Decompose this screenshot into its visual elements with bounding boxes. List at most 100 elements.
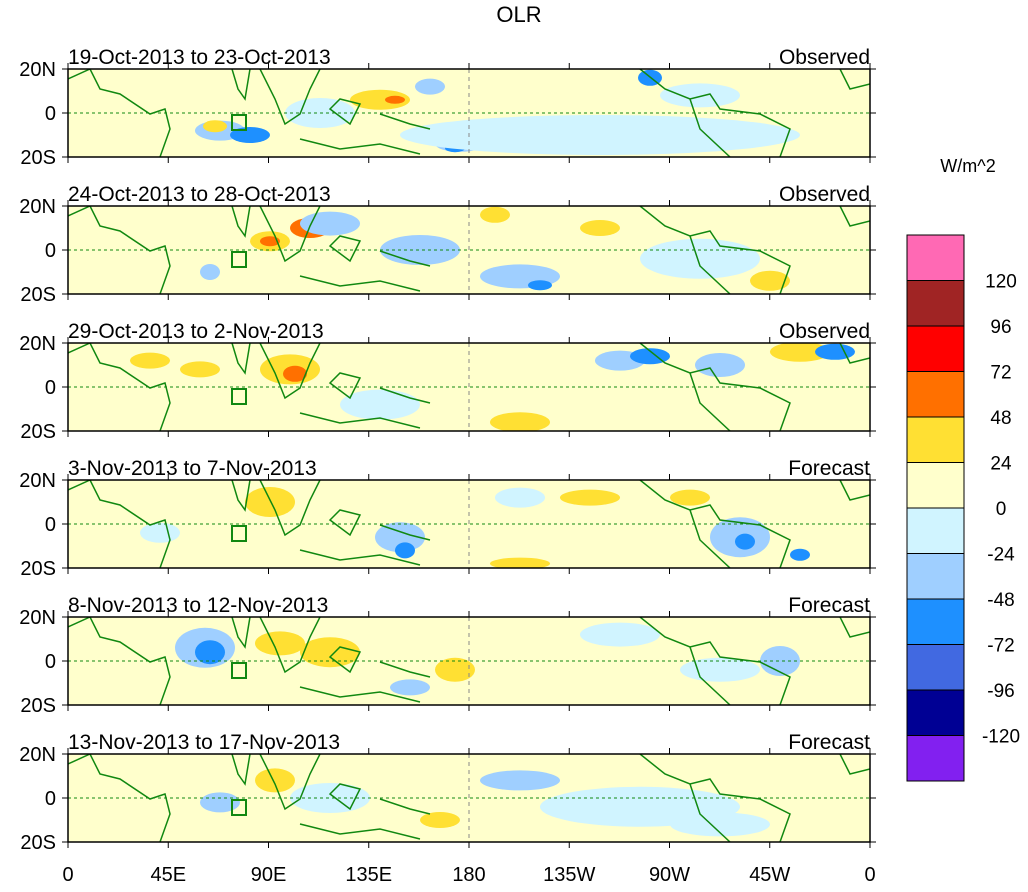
panel-period: 29-Oct-2013 to 2-Nov-2013 bbox=[68, 320, 324, 343]
coastline bbox=[231, 206, 251, 238]
coastline bbox=[68, 617, 91, 628]
coastline bbox=[259, 617, 321, 674]
coastline bbox=[639, 480, 791, 568]
olr-anomaly-contour bbox=[130, 352, 170, 369]
olr-anomaly-contour bbox=[300, 637, 360, 668]
lat-tick-label: 20N bbox=[19, 470, 56, 492]
lat-tick-label: 0 bbox=[45, 788, 56, 810]
map-panel: 20N 0 20S 24-Oct-2013 to 28-Oct-2013 Observe… bbox=[19, 183, 876, 306]
coastline bbox=[231, 343, 251, 375]
olr-anomaly-contour bbox=[660, 83, 740, 108]
colorbar-swatch bbox=[906, 507, 965, 554]
lat-tick-label: 20N bbox=[19, 607, 56, 629]
lon-tick-label: 135E bbox=[345, 864, 392, 886]
coastline bbox=[328, 235, 362, 263]
panel-period: 19-Oct-2013 to 23-Oct-2013 bbox=[68, 46, 331, 69]
olr-anomaly-contour bbox=[203, 120, 227, 133]
coastline bbox=[639, 69, 791, 157]
lat-tick-label: 0 bbox=[45, 514, 56, 536]
coastline bbox=[231, 754, 251, 786]
figure-title: OLR bbox=[496, 2, 541, 27]
colorbar-swatch bbox=[906, 280, 965, 327]
coastline bbox=[231, 480, 251, 512]
colorbar-label: -48 bbox=[987, 590, 1014, 611]
olr-anomaly-contour bbox=[340, 389, 420, 420]
panel-period: 8-Nov-2013 to 12-Nov-2013 bbox=[68, 594, 328, 617]
olr-anomaly-contour bbox=[255, 768, 295, 793]
olr-anomaly-contour bbox=[350, 89, 410, 110]
map-panel: 20N 0 20S 8-Nov-2013 to 12-Nov-2013 Forecast bbox=[19, 594, 876, 717]
map-panel: 20N 0 20S 29-Oct-2013 to 2-Nov-2013 Observed bbox=[19, 320, 876, 443]
lat-tick-label: 0 bbox=[45, 377, 56, 399]
coastline bbox=[328, 372, 362, 400]
colorbar-swatch bbox=[906, 644, 965, 691]
coastline bbox=[259, 206, 321, 263]
panel-type: Observed bbox=[779, 46, 870, 69]
olr-anomaly-contour bbox=[735, 533, 755, 550]
colorbar-swatch bbox=[906, 735, 965, 782]
olr-anomaly-contour bbox=[245, 487, 295, 517]
coastline bbox=[689, 509, 731, 568]
coastline bbox=[299, 138, 421, 155]
lat-tick-label: 20S bbox=[20, 284, 56, 306]
olr-anomaly-contour bbox=[760, 646, 800, 676]
panel-type: Forecast bbox=[788, 457, 870, 480]
coastline bbox=[68, 480, 91, 491]
lat-tick-label: 20S bbox=[20, 558, 56, 580]
coastline bbox=[328, 98, 362, 126]
colorbar-swatch bbox=[906, 371, 965, 418]
coastline bbox=[299, 823, 421, 840]
coastline bbox=[259, 69, 321, 126]
colorbar-label: 48 bbox=[990, 408, 1011, 429]
olr-anomaly-contour bbox=[290, 783, 370, 813]
olr-anomaly-contour bbox=[400, 115, 800, 155]
olr-anomaly-contour bbox=[200, 264, 220, 280]
olr-anomaly-contour bbox=[670, 812, 770, 837]
lat-tick-label: 20N bbox=[19, 196, 56, 218]
olr-anomaly-contour bbox=[255, 631, 305, 656]
coastline bbox=[689, 98, 731, 157]
colorbar-label: 96 bbox=[990, 317, 1011, 338]
panel-type: Observed bbox=[779, 320, 870, 343]
colorbar-label: 0 bbox=[996, 499, 1007, 520]
coastline bbox=[639, 343, 791, 431]
map-panel: 20N 0 20S 19-Oct-2013 to 23-Oct-2013 Observe… bbox=[19, 46, 876, 169]
panel-period: 13-Nov-2013 to 17-Nov-2013 bbox=[68, 731, 340, 754]
longitude-axis: 0 45E 90E 135E 180 135W 90W 45W 0 bbox=[62, 864, 875, 886]
colorbar-swatch bbox=[906, 234, 965, 281]
coastline bbox=[299, 549, 421, 566]
olr-anomaly-contour bbox=[480, 206, 510, 223]
lon-tick-label: 180 bbox=[452, 864, 485, 886]
coastline bbox=[379, 387, 431, 404]
coastline bbox=[639, 206, 791, 294]
olr-anomaly-contour bbox=[695, 353, 745, 377]
olr-anomaly-contour bbox=[750, 270, 790, 291]
panel-period: 24-Oct-2013 to 28-Oct-2013 bbox=[68, 183, 331, 206]
coastline bbox=[379, 661, 431, 678]
coastline bbox=[839, 343, 870, 364]
coastline bbox=[89, 754, 171, 842]
coastline bbox=[689, 783, 731, 842]
colorbar-swatch bbox=[906, 416, 965, 463]
coastline bbox=[689, 235, 731, 294]
map-panel: 20N 0 20S 3-Nov-2013 to 7-Nov-2013 Forecast bbox=[19, 457, 876, 580]
lon-tick-label: 0 bbox=[864, 864, 875, 886]
lat-tick-label: 20S bbox=[20, 695, 56, 717]
india-box-outline bbox=[231, 114, 247, 131]
olr-anomaly-contour bbox=[195, 640, 225, 665]
lon-tick-label: 90E bbox=[251, 864, 287, 886]
coastline bbox=[299, 412, 421, 429]
lat-tick-label: 20N bbox=[19, 744, 56, 766]
coastline bbox=[639, 754, 791, 842]
colorbar-label: 120 bbox=[985, 272, 1017, 293]
coastline bbox=[259, 754, 321, 811]
coastline bbox=[839, 69, 870, 90]
india-box-outline bbox=[231, 388, 247, 405]
map-panel: 20N 0 20S 13-Nov-2013 to 17-Nov-2013 Forecas… bbox=[19, 731, 876, 854]
olr-anomaly-contour bbox=[200, 792, 240, 813]
india-box-outline bbox=[231, 799, 247, 816]
lat-tick-label: 20N bbox=[19, 59, 56, 81]
olr-anomaly-contour bbox=[415, 78, 445, 95]
coastline bbox=[839, 206, 870, 227]
